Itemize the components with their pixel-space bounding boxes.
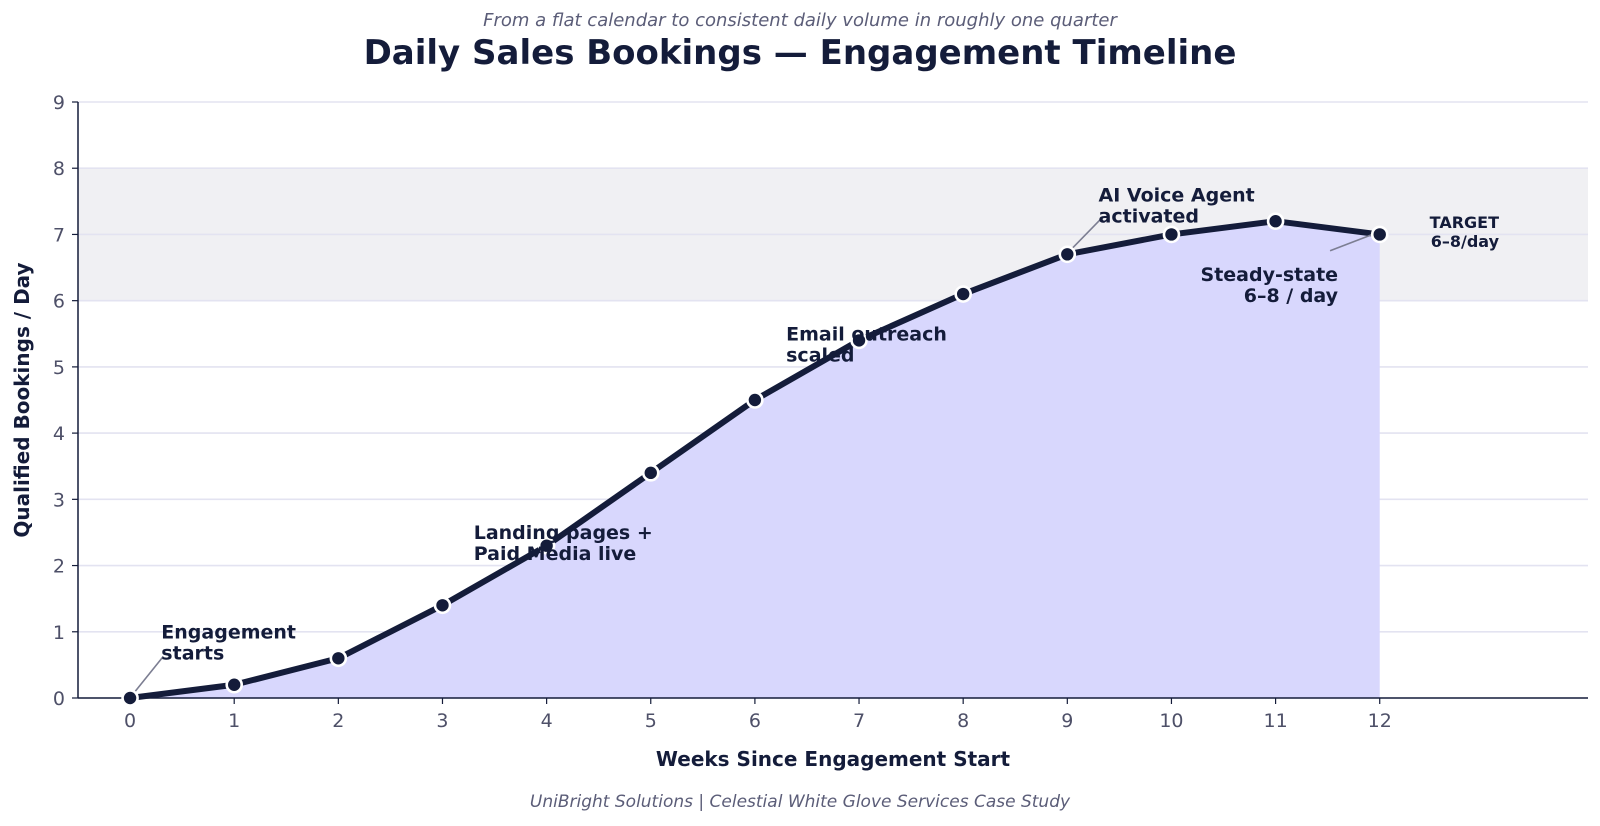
y-tick-label: 7 [53,224,65,246]
x-axis-label: Weeks Since Engagement Start [656,747,1011,771]
x-tick-label: 6 [749,710,761,732]
annotation-line: Steady-state [1201,264,1339,286]
y-axis-label: Qualified Bookings / Day [10,262,34,537]
y-tick-label: 1 [53,622,65,644]
annotation-label: Email outreach scaled [786,323,947,366]
data-point [641,464,660,482]
target-label: TARGET 6–8/day [1430,213,1500,251]
chart-title: Daily Sales Bookings — Engagement Timeli… [363,33,1237,73]
x-tick-label: 10 [1159,710,1183,732]
x-tick-label: 5 [645,710,657,732]
target-label-line: TARGET [1430,213,1499,232]
annotation-label: Landing pages + Paid Media live [474,522,653,565]
x-tick-label: 1 [228,710,240,732]
annotation-leader [1069,218,1102,251]
data-point [954,285,972,303]
data-point [225,675,244,694]
x-tick-label: 4 [541,710,553,732]
y-tick-label: 8 [53,158,65,180]
annotation-label: AI Voice Agent activated [1099,184,1255,227]
annotation-line: scaled [786,344,854,366]
y-tick-label: 2 [53,556,65,578]
data-point [746,391,764,409]
y-tick-label: 4 [53,423,65,445]
data-point [329,649,348,668]
data-point [850,331,868,350]
data-point [1266,212,1285,230]
annotation-line: Paid Media live [474,543,637,565]
annotation-line: activated [1099,205,1199,227]
x-tick-label: 2 [332,710,344,732]
y-tick-label: 5 [53,357,65,379]
annotation-line: starts [161,642,224,664]
target-label-line: 6–8/day [1431,232,1500,251]
x-tick-label: 11 [1263,710,1287,732]
data-point [1162,225,1181,244]
data-point [537,536,556,555]
annotation-line: Email outreach [786,323,947,345]
x-tick-label: 0 [124,710,136,732]
y-tick-label: 0 [53,688,65,710]
annotation-line: AI Voice Agent [1099,184,1255,206]
area-fill [130,221,1380,698]
annotation-label: Engagement starts [161,621,296,664]
annotation-line: Engagement [161,621,296,643]
y-tick-label: 9 [53,92,65,114]
chart-footer: UniBright Solutions | Celestial White Gl… [529,792,1071,812]
x-tick-label: 12 [1368,710,1392,732]
x-tick-label: 8 [957,710,969,732]
data-point [1058,245,1077,264]
annotation-line: Landing pages + [474,522,653,544]
x-tick-label: 9 [1061,710,1073,732]
chart-subtitle: From a flat calendar to consistent daily… [483,10,1117,31]
x-tick-label: 3 [436,710,448,732]
data-point [1370,225,1389,244]
x-tick-label: 7 [853,710,865,732]
annotation-line: 6–8 / day [1244,285,1339,307]
y-tick-label: 3 [53,489,65,511]
annotation-leader [132,655,164,695]
annotation-label: Steady-state 6–8 / day [1201,264,1339,307]
data-point [121,689,139,707]
data-point [433,596,452,615]
y-tick-label: 6 [53,291,65,313]
